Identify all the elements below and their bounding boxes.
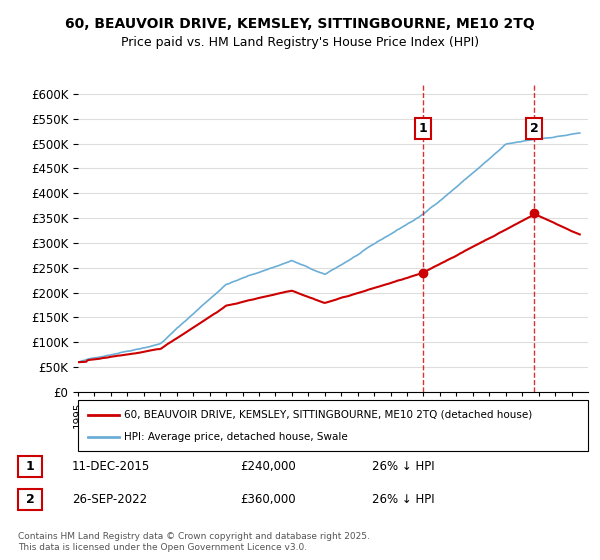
Text: £240,000: £240,000 — [240, 460, 296, 473]
FancyBboxPatch shape — [18, 456, 42, 477]
Text: 26% ↓ HPI: 26% ↓ HPI — [372, 493, 434, 506]
Text: 26-SEP-2022: 26-SEP-2022 — [72, 493, 147, 506]
Text: 1: 1 — [418, 122, 427, 135]
Text: 1: 1 — [26, 460, 34, 473]
Text: 60, BEAUVOIR DRIVE, KEMSLEY, SITTINGBOURNE, ME10 2TQ (detached house): 60, BEAUVOIR DRIVE, KEMSLEY, SITTINGBOUR… — [124, 409, 532, 419]
Text: 2: 2 — [26, 493, 34, 506]
Text: HPI: Average price, detached house, Swale: HPI: Average price, detached house, Swal… — [124, 432, 347, 442]
Text: 60, BEAUVOIR DRIVE, KEMSLEY, SITTINGBOURNE, ME10 2TQ: 60, BEAUVOIR DRIVE, KEMSLEY, SITTINGBOUR… — [65, 17, 535, 31]
Text: Contains HM Land Registry data © Crown copyright and database right 2025.
This d: Contains HM Land Registry data © Crown c… — [18, 532, 370, 552]
Text: 26% ↓ HPI: 26% ↓ HPI — [372, 460, 434, 473]
Text: 2: 2 — [530, 122, 539, 135]
Text: £360,000: £360,000 — [240, 493, 296, 506]
FancyBboxPatch shape — [18, 489, 42, 510]
FancyBboxPatch shape — [78, 400, 588, 451]
Text: Price paid vs. HM Land Registry's House Price Index (HPI): Price paid vs. HM Land Registry's House … — [121, 36, 479, 49]
Text: 11-DEC-2015: 11-DEC-2015 — [72, 460, 150, 473]
